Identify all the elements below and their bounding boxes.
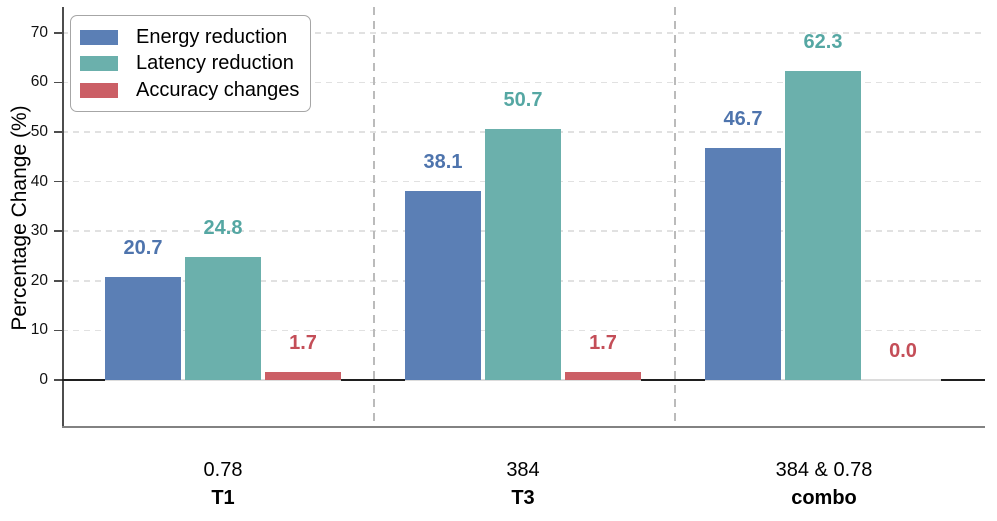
- legend-swatch-icon: [80, 56, 118, 72]
- y-tick-label: 70: [30, 23, 48, 41]
- y-axis-spine: [62, 7, 64, 426]
- bar-accuracy-changes: [565, 371, 641, 380]
- legend-label: Energy reduction: [136, 25, 288, 48]
- bar-energy-reduction: [105, 277, 181, 380]
- y-tick-mark: [54, 379, 62, 381]
- y-tick-label: 60: [30, 73, 48, 91]
- bar-latency-reduction: [485, 128, 561, 380]
- bar-energy-reduction: [405, 191, 481, 380]
- y-tick-mark: [54, 329, 62, 332]
- legend: Energy reduction Latency reduction Accurac…: [70, 15, 311, 112]
- legend-item: Energy reduction: [80, 24, 310, 51]
- legend-swatch-icon: [80, 82, 118, 98]
- bar-value-label: 0.0: [889, 340, 917, 362]
- bar-latency-reduction: [785, 70, 861, 380]
- x-axis-spine: [62, 426, 985, 428]
- x-category-value-label: 384: [506, 459, 540, 481]
- x-category-name-label: combo: [791, 487, 857, 509]
- x-category-value-label: 384 & 0.78: [775, 459, 873, 481]
- legend-label: Latency reduction: [136, 52, 294, 75]
- y-tick-mark: [54, 180, 62, 183]
- group-baseline: [105, 379, 341, 381]
- bar-value-label: 50.7: [503, 88, 543, 111]
- x-category-name-label: T3: [511, 487, 535, 509]
- group-separator: [674, 7, 676, 426]
- y-tick-label: 10: [30, 321, 48, 339]
- group-baseline: [705, 379, 941, 381]
- gridline: [62, 81, 985, 84]
- bar-accuracy-changes: [265, 371, 341, 380]
- y-tick-mark: [54, 131, 62, 133]
- y-tick-label: 50: [30, 123, 48, 140]
- legend-item: Latency reduction: [80, 51, 310, 78]
- legend-label: Accuracy changes: [136, 78, 300, 101]
- bar-value-label: 38.1: [423, 151, 463, 174]
- y-tick-label: 20: [30, 271, 48, 289]
- bar-value-label: 20.7: [123, 237, 163, 260]
- y-tick-label: 0: [39, 371, 48, 388]
- bar-latency-reduction: [185, 256, 261, 380]
- bar-value-label: 1.7: [589, 331, 617, 354]
- x-category-name-label: T1: [211, 487, 235, 509]
- y-tick-mark: [54, 230, 62, 233]
- bar-energy-reduction: [705, 148, 781, 380]
- legend-item: Accuracy changes: [80, 77, 310, 104]
- y-tick-mark: [54, 280, 62, 282]
- bar-value-label: 24.8: [203, 216, 243, 239]
- bar-value-label: 1.7: [289, 331, 317, 354]
- y-tick-mark: [54, 81, 62, 84]
- bar-value-label: 46.7: [723, 108, 763, 131]
- bar-value-label: 62.3: [803, 30, 843, 53]
- y-tick-label: 30: [30, 222, 48, 240]
- group-baseline: [405, 379, 641, 381]
- x-category-value-label: 0.78: [203, 459, 243, 481]
- gridline: [62, 32, 985, 34]
- legend-swatch-icon: [80, 29, 118, 45]
- group-separator: [373, 7, 375, 426]
- y-tick-mark: [54, 32, 62, 34]
- y-tick-label: 40: [30, 172, 48, 190]
